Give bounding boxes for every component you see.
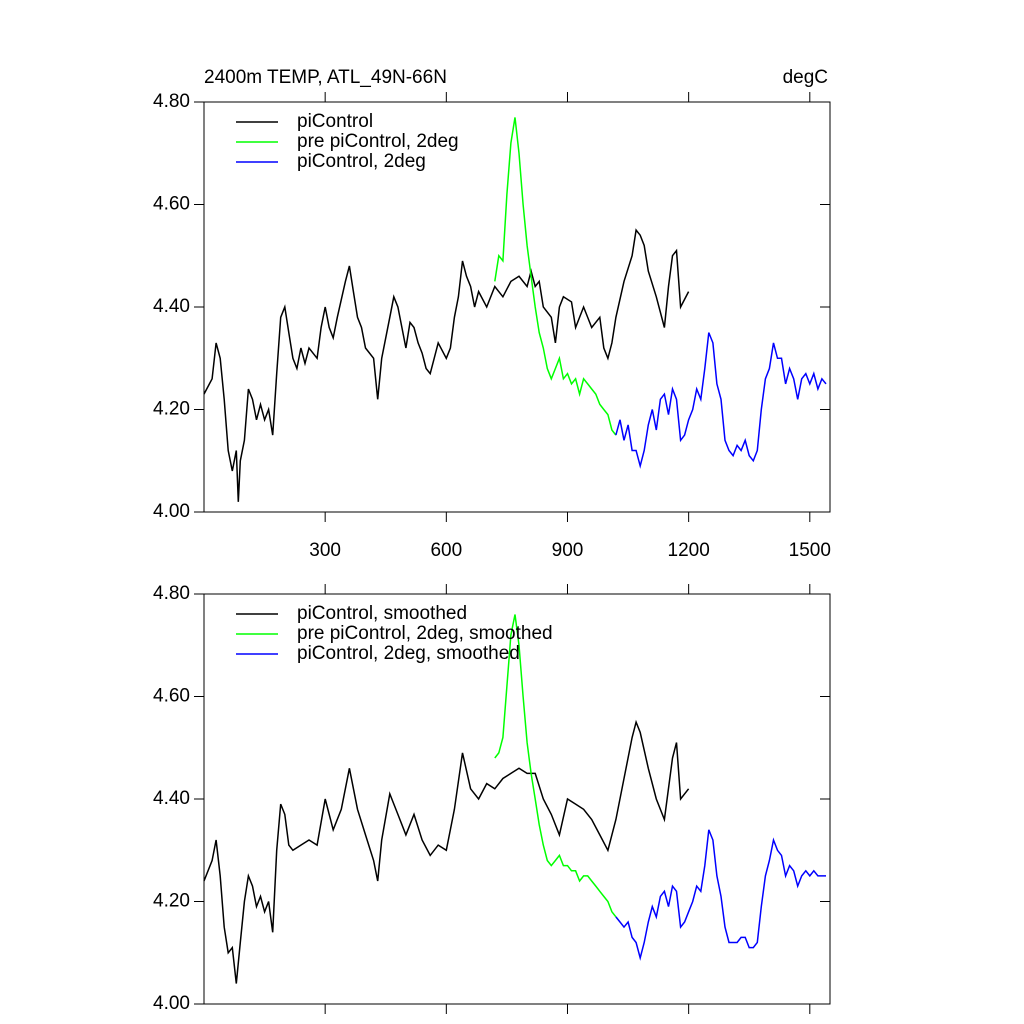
x-tick-label: 300 [309,540,341,561]
chart-title: 2400m TEMP, ATL_49N-66N [204,67,447,88]
y-tick-label: 4.00 [153,993,190,1014]
x-tick-label: 1200 [668,540,710,561]
y-tick-label: 4.20 [153,891,190,912]
y-tick-label: 4.80 [153,583,190,604]
series-line [615,332,827,469]
y-tick-label: 4.80 [153,91,190,112]
legend-label: piControl, smoothed [297,603,467,624]
y-tick-label: 4.20 [153,399,190,420]
y-tick-label: 4.40 [153,296,190,317]
legend-label: pre piControl, 2deg, smoothed [297,623,553,644]
legend-label: piControl, 2deg, smoothed [297,643,520,664]
series-line [203,228,690,502]
legend-label: pre piControl, 2deg [297,131,459,152]
x-tick-label: 600 [430,540,462,561]
legend-label: piControl [297,111,373,132]
y-tick-label: 4.00 [153,501,190,522]
series-line [494,117,617,436]
series-line [203,719,690,984]
x-tick-label: 900 [552,540,584,561]
series-line [615,829,826,961]
series-line [494,614,617,918]
x-tick-label: 1500 [789,540,831,561]
legend-label: piControl, 2deg [297,151,426,172]
y-tick-label: 4.60 [153,686,190,707]
y-tick-label: 4.60 [153,194,190,215]
units-label: degC [783,67,828,88]
y-tick-label: 4.40 [153,788,190,809]
